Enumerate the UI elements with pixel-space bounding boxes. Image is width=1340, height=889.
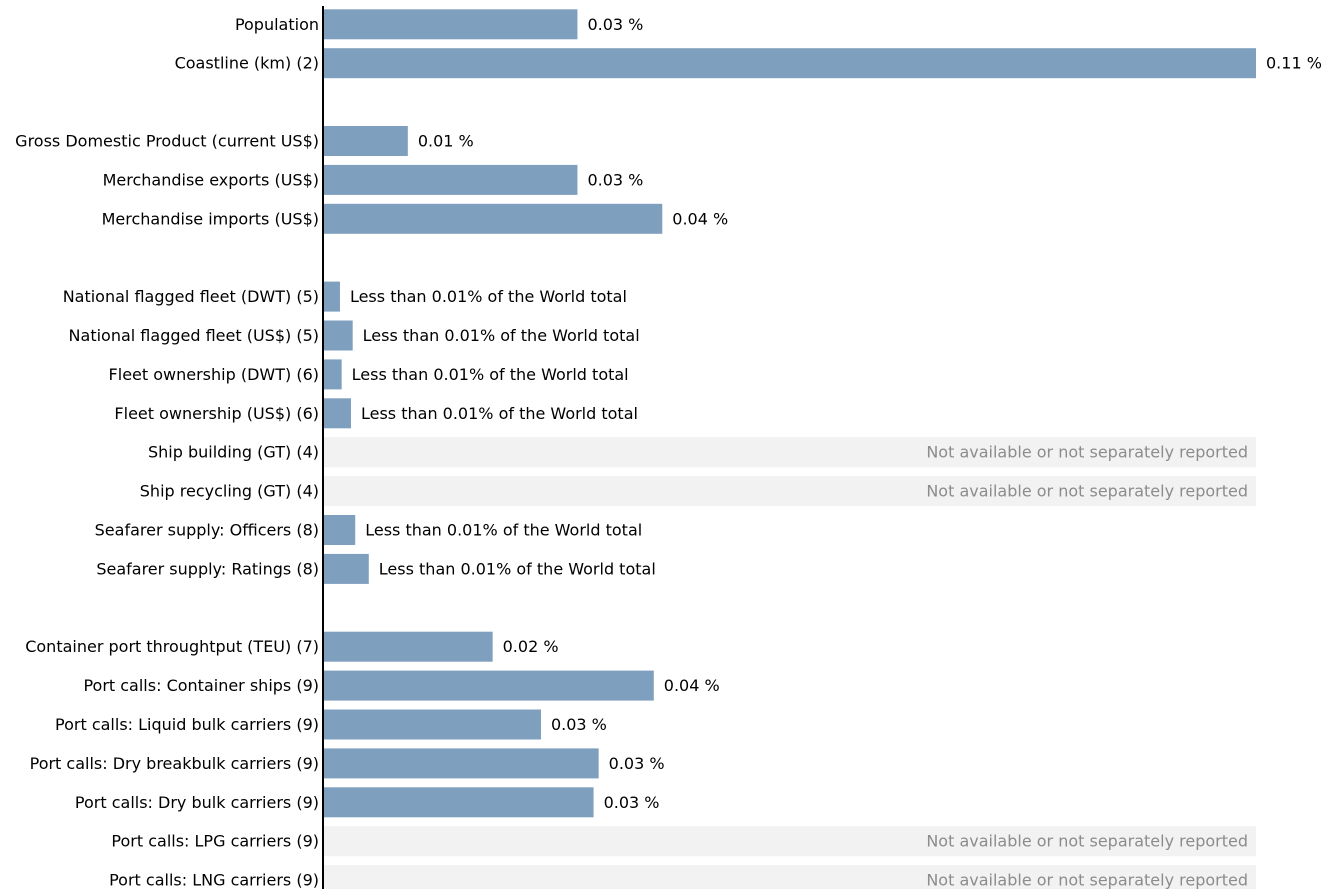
bar bbox=[323, 359, 342, 390]
bar bbox=[323, 631, 493, 662]
na-bands bbox=[323, 437, 1256, 889]
bar bbox=[323, 670, 654, 701]
not-available-band bbox=[323, 865, 1256, 889]
bar bbox=[323, 48, 1256, 79]
category-label: National flagged fleet (US$) (5) bbox=[69, 326, 319, 345]
category-label: Port calls: Dry bulk carriers (9) bbox=[75, 793, 319, 812]
bar bbox=[323, 748, 599, 779]
less-than-label: Less than 0.01% of the World total bbox=[352, 365, 629, 384]
bar bbox=[323, 320, 353, 351]
less-than-label: Less than 0.01% of the World total bbox=[365, 521, 642, 540]
not-available-band bbox=[323, 437, 1256, 468]
bar bbox=[323, 787, 594, 818]
not-available-band bbox=[323, 826, 1256, 857]
not-available-label: Not available or not separately reported bbox=[926, 482, 1248, 501]
bar bbox=[323, 398, 351, 429]
value-label: 0.11 % bbox=[1266, 54, 1322, 73]
not-available-label: Not available or not separately reported bbox=[926, 871, 1248, 889]
bar bbox=[323, 164, 578, 195]
bar bbox=[323, 126, 408, 156]
not-available-band bbox=[323, 476, 1256, 507]
bar bbox=[323, 515, 356, 545]
category-label: Coastline (km) (2) bbox=[175, 54, 319, 73]
value-label: 0.04 % bbox=[672, 209, 728, 228]
value-label: 0.03 % bbox=[587, 15, 643, 34]
category-label: Port calls: LPG carriers (9) bbox=[111, 832, 319, 851]
bar bbox=[323, 709, 541, 740]
not-available-label: Not available or not separately reported bbox=[926, 443, 1248, 462]
category-label: Container port throughtput (TEU) (7) bbox=[25, 637, 319, 656]
category-label: Fleet ownership (DWT) (6) bbox=[109, 365, 319, 384]
category-label: Seafarer supply: Ratings (8) bbox=[96, 559, 319, 578]
category-label: Merchandise exports (US$) bbox=[103, 170, 319, 189]
bars bbox=[323, 9, 1256, 818]
less-than-label: Less than 0.01% of the World total bbox=[363, 326, 640, 345]
value-label: 0.03 % bbox=[604, 793, 660, 812]
category-label: National flagged fleet (DWT) (5) bbox=[63, 287, 319, 306]
category-label: Port calls: LNG carriers (9) bbox=[109, 871, 319, 889]
bar bbox=[323, 9, 578, 40]
category-label: Port calls: Container ships (9) bbox=[83, 676, 319, 695]
category-label: Gross Domestic Product (current US$) bbox=[15, 132, 319, 151]
bar bbox=[323, 553, 369, 584]
value-label: 0.01 % bbox=[418, 132, 474, 151]
bar bbox=[323, 281, 340, 312]
category-label: Ship building (GT) (4) bbox=[148, 443, 319, 462]
category-label: Port calls: Dry breakbulk carriers (9) bbox=[30, 754, 319, 773]
value-label: 0.03 % bbox=[551, 715, 607, 734]
not-available-label: Not available or not separately reported bbox=[926, 832, 1248, 851]
value-label: 0.03 % bbox=[587, 170, 643, 189]
category-labels: Population Coastline (km) (2) Gross Domest… bbox=[15, 15, 319, 889]
value-label: 0.04 % bbox=[664, 676, 720, 695]
category-label: Merchandise imports (US$) bbox=[102, 209, 319, 228]
category-label: Ship recycling (GT) (4) bbox=[140, 482, 319, 501]
category-label: Port calls: Liquid bulk carriers (9) bbox=[55, 715, 319, 734]
less-than-label: Less than 0.01% of the World total bbox=[379, 559, 656, 578]
less-than-label: Less than 0.01% of the World total bbox=[361, 404, 638, 423]
category-label: Seafarer supply: Officers (8) bbox=[95, 521, 319, 540]
value-label: 0.03 % bbox=[609, 754, 665, 773]
value-label: 0.02 % bbox=[503, 637, 559, 656]
less-than-label: Less than 0.01% of the World total bbox=[350, 287, 627, 306]
category-label: Population bbox=[235, 15, 319, 34]
category-label: Fleet ownership (US$) (6) bbox=[114, 404, 319, 423]
bar bbox=[323, 203, 663, 234]
value-labels: 0.03 % 0.11 % 0.01 % 0.03 % 0.04 % Less than … bbox=[350, 15, 1322, 889]
